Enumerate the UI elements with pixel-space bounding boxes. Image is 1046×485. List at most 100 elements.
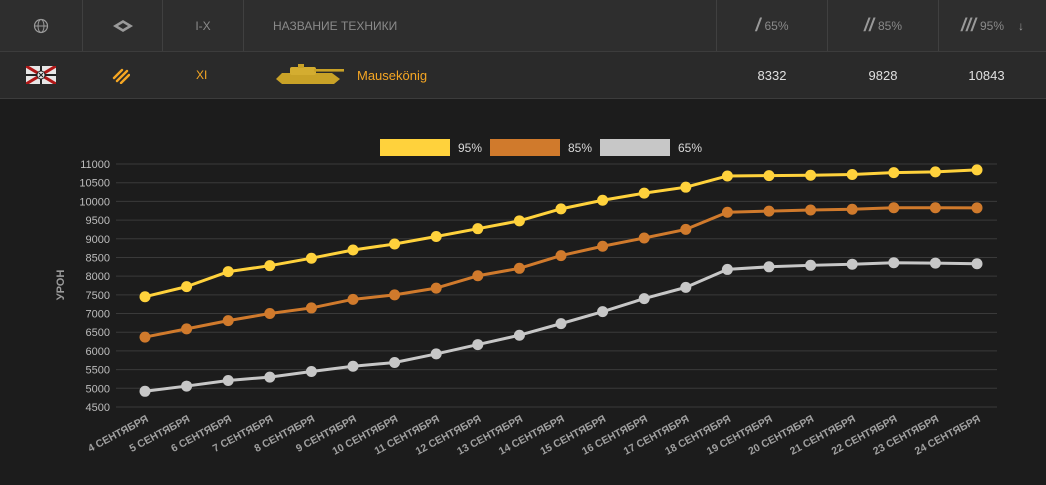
data-point[interactable]: [929, 202, 941, 214]
data-point[interactable]: [430, 348, 442, 360]
tier-filter[interactable]: I-X: [163, 0, 243, 51]
col-95-header[interactable]: /// 95% ↓: [939, 0, 1046, 51]
type-filter[interactable]: [83, 0, 162, 51]
vehicle-row[interactable]: XI Mausekönig 8332 9828 10843: [0, 52, 1046, 99]
legend-item-65[interactable]: 65%: [600, 139, 702, 156]
y-tick-label: 9000: [86, 234, 110, 246]
data-point[interactable]: [305, 252, 317, 264]
data-point[interactable]: [638, 232, 650, 244]
data-point[interactable]: [347, 293, 359, 305]
col-85-header[interactable]: // 85%: [828, 0, 938, 51]
data-point[interactable]: [430, 231, 442, 243]
y-tick-label: 9500: [86, 215, 110, 227]
data-point[interactable]: [139, 291, 151, 303]
data-point[interactable]: [721, 170, 733, 182]
data-point[interactable]: [472, 339, 484, 351]
data-point[interactable]: [347, 360, 359, 372]
data-point[interactable]: [805, 204, 817, 216]
data-point[interactable]: [763, 261, 775, 273]
data-point[interactable]: [181, 380, 193, 392]
legend-swatch-85: [490, 139, 560, 156]
data-point[interactable]: [555, 203, 567, 215]
data-point[interactable]: [139, 331, 151, 343]
data-point[interactable]: [472, 270, 484, 282]
nation-flag: [26, 52, 56, 98]
data-point[interactable]: [846, 168, 858, 180]
y-tick-label: 5500: [86, 365, 110, 377]
data-point[interactable]: [222, 266, 234, 278]
vehicle-name[interactable]: Mausekönig: [357, 67, 428, 83]
data-point[interactable]: [222, 315, 234, 327]
data-point[interactable]: [513, 215, 525, 227]
y-tick-label: 8500: [86, 252, 110, 264]
value-85: 9828: [868, 67, 898, 83]
data-point[interactable]: [555, 318, 567, 330]
data-point[interactable]: [597, 194, 609, 206]
value-65: 8332: [757, 67, 787, 83]
data-point[interactable]: [181, 323, 193, 335]
legend-item-95[interactable]: 95%: [380, 139, 482, 156]
data-point[interactable]: [638, 187, 650, 199]
data-point[interactable]: [888, 202, 900, 214]
legend-item-85[interactable]: 85%: [490, 139, 592, 156]
legend-label-65: 65%: [678, 140, 703, 155]
data-point[interactable]: [597, 240, 609, 252]
data-point[interactable]: [389, 357, 401, 369]
globe-icon: [33, 18, 49, 33]
data-point[interactable]: [513, 262, 525, 274]
data-point[interactable]: [680, 223, 692, 235]
data-point[interactable]: [264, 260, 276, 272]
series-85: [139, 202, 983, 343]
legend-swatch-65: [600, 139, 670, 156]
data-point[interactable]: [929, 166, 941, 178]
data-point[interactable]: [430, 282, 442, 294]
y-tick-label: 6000: [86, 346, 110, 358]
data-point[interactable]: [264, 371, 276, 383]
vehicle-type-icon: [112, 19, 133, 32]
data-point[interactable]: [222, 374, 234, 386]
data-point[interactable]: [597, 306, 609, 318]
data-point[interactable]: [181, 281, 193, 293]
data-point[interactable]: [638, 293, 650, 305]
data-point[interactable]: [805, 259, 817, 271]
slash-2-icon: //: [863, 15, 874, 35]
nation-filter[interactable]: [0, 0, 82, 51]
data-point[interactable]: [929, 257, 941, 269]
data-point[interactable]: [846, 203, 858, 215]
arrow-down-icon[interactable]: ↓: [1018, 18, 1025, 33]
data-point[interactable]: [264, 308, 276, 320]
data-point[interactable]: [971, 258, 983, 270]
data-point[interactable]: [763, 205, 775, 217]
name-column-header[interactable]: НАЗВАНИЕ ТЕХНИКИ: [273, 0, 573, 51]
data-point[interactable]: [763, 170, 775, 182]
data-point[interactable]: [555, 250, 567, 262]
data-point[interactable]: [305, 302, 317, 314]
value-95: 10843: [968, 67, 1005, 83]
data-point[interactable]: [888, 167, 900, 179]
data-point[interactable]: [472, 223, 484, 235]
col-65-header[interactable]: / 65%: [717, 0, 827, 51]
data-point[interactable]: [513, 329, 525, 341]
data-point[interactable]: [680, 281, 692, 293]
data-point[interactable]: [971, 202, 983, 214]
data-point[interactable]: [721, 206, 733, 218]
data-point[interactable]: [805, 169, 817, 181]
data-point[interactable]: [305, 365, 317, 377]
vehicle-tier: XI: [196, 68, 208, 82]
y-tick-label: 7500: [86, 290, 110, 302]
data-point[interactable]: [389, 238, 401, 250]
data-point[interactable]: [888, 257, 900, 269]
data-point[interactable]: [139, 385, 151, 397]
vehicle-class: [112, 52, 130, 98]
data-point[interactable]: [680, 181, 692, 193]
data-point[interactable]: [971, 164, 983, 176]
legend-label-95: 95%: [458, 140, 483, 155]
data-point[interactable]: [721, 263, 733, 275]
data-point[interactable]: [347, 244, 359, 256]
series-95: [139, 164, 983, 303]
data-point[interactable]: [846, 258, 858, 270]
y-tick-label: 6500: [86, 327, 110, 339]
col-85-label: 85%: [877, 18, 903, 33]
tier-header-label: I-X: [195, 18, 211, 33]
data-point[interactable]: [389, 289, 401, 301]
